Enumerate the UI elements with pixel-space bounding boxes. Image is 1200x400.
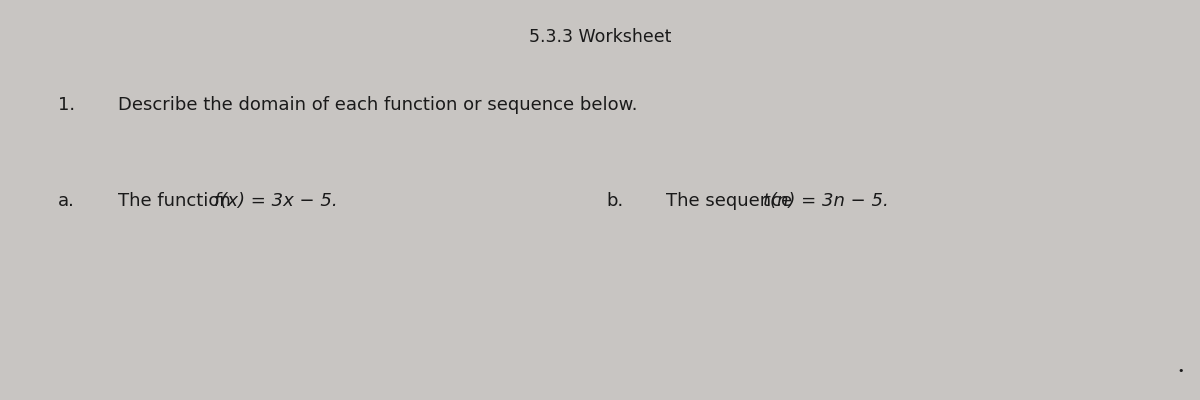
- Text: •: •: [1177, 366, 1183, 376]
- Text: f(x) = 3x − 5.: f(x) = 3x − 5.: [215, 192, 338, 210]
- Text: t(n) = 3n − 5.: t(n) = 3n − 5.: [763, 192, 888, 210]
- Text: a.: a.: [58, 192, 74, 210]
- Text: 5.3.3 Worksheet: 5.3.3 Worksheet: [529, 28, 671, 46]
- Text: b.: b.: [606, 192, 623, 210]
- Text: The sequence: The sequence: [666, 192, 798, 210]
- Text: The function: The function: [118, 192, 236, 210]
- Text: 1.: 1.: [58, 96, 74, 114]
- Text: Describe the domain of each function or sequence below.: Describe the domain of each function or …: [118, 96, 637, 114]
